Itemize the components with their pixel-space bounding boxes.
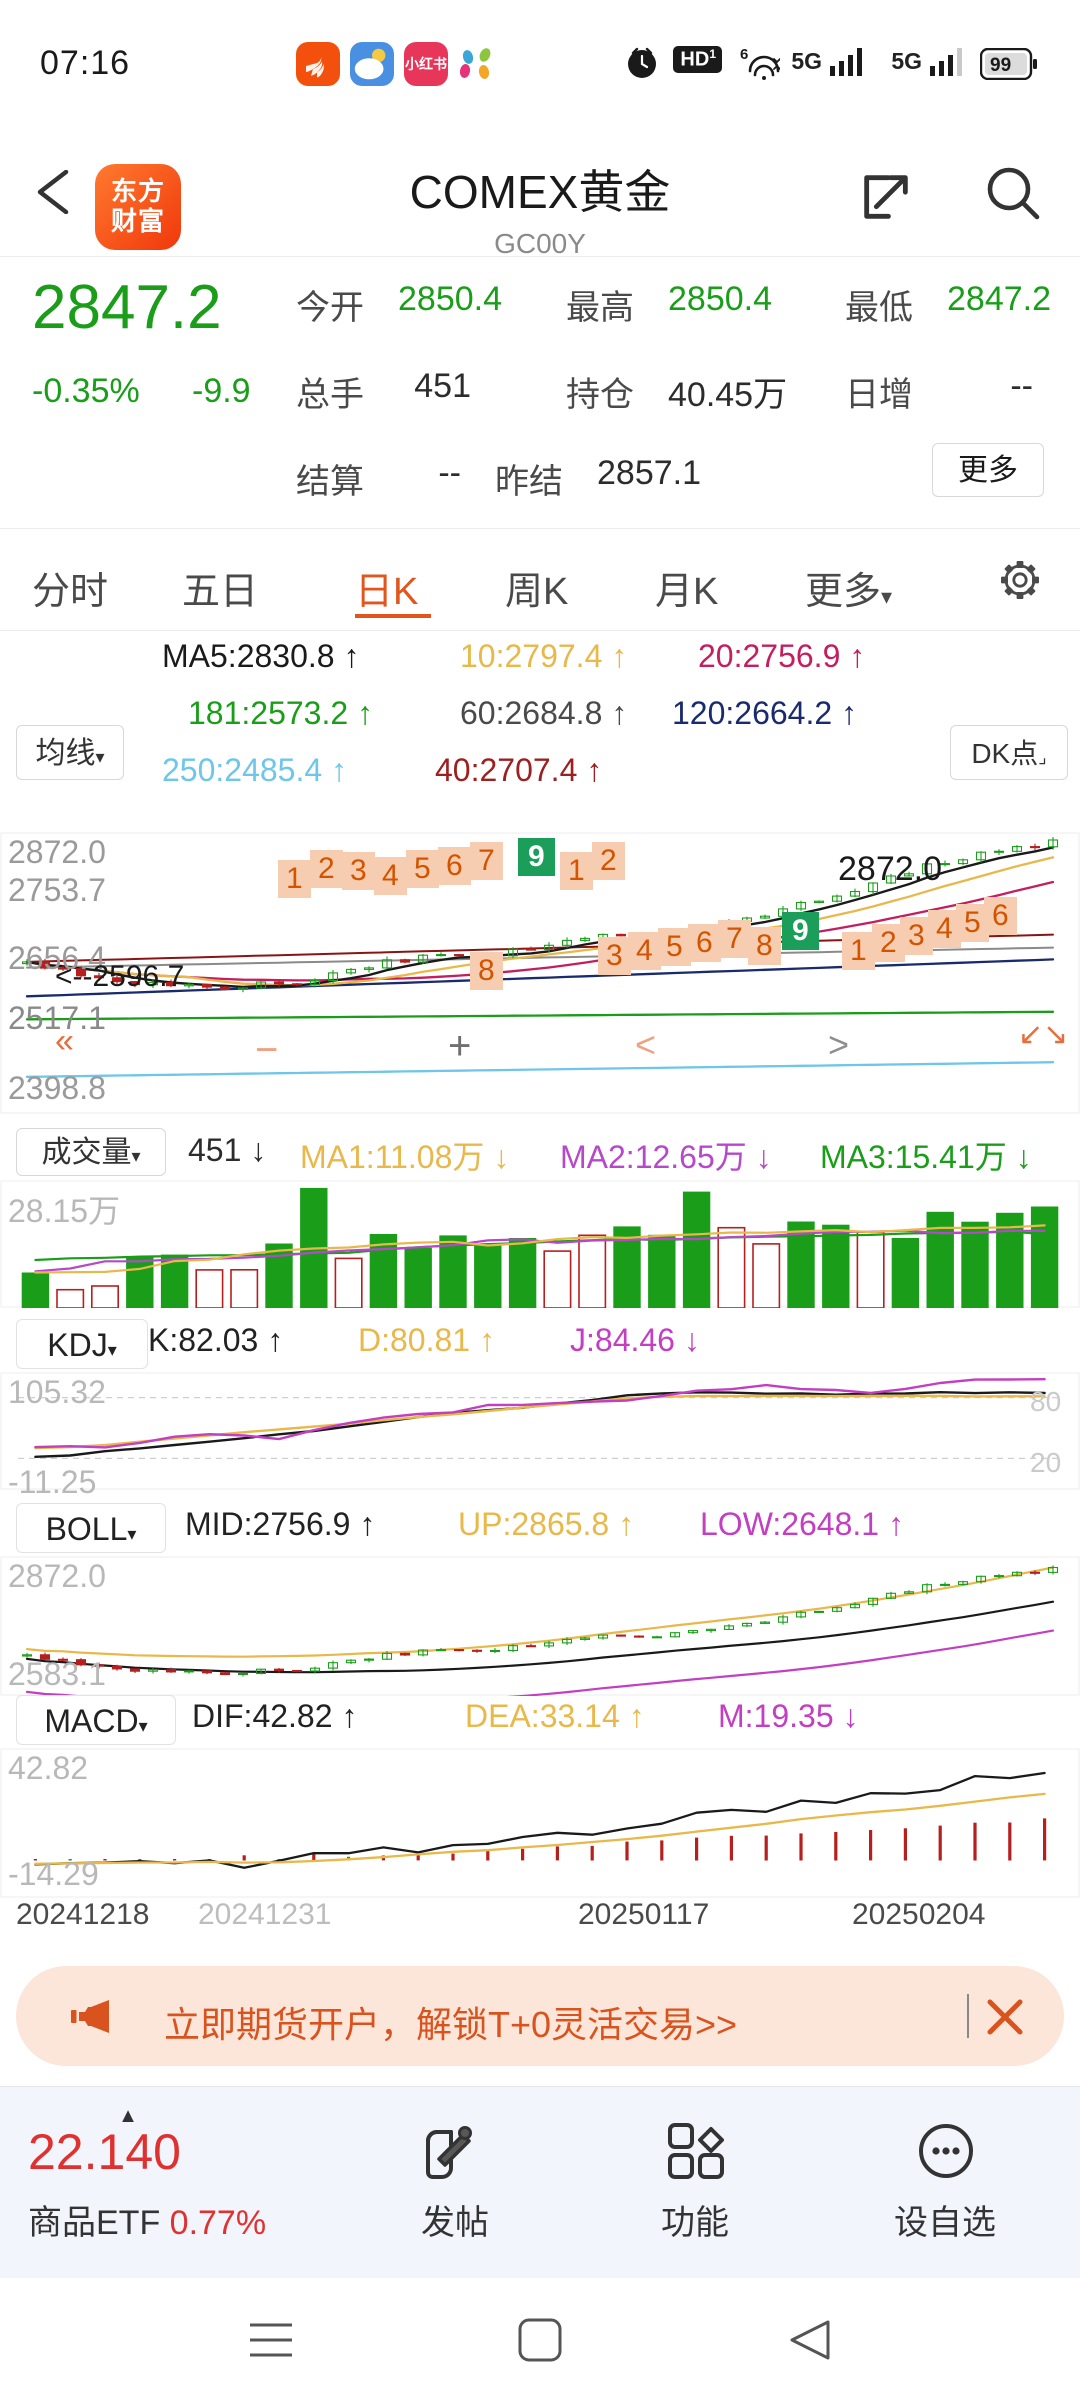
svg-text:6: 6 <box>740 46 748 63</box>
svg-text:99: 99 <box>990 55 1011 76</box>
